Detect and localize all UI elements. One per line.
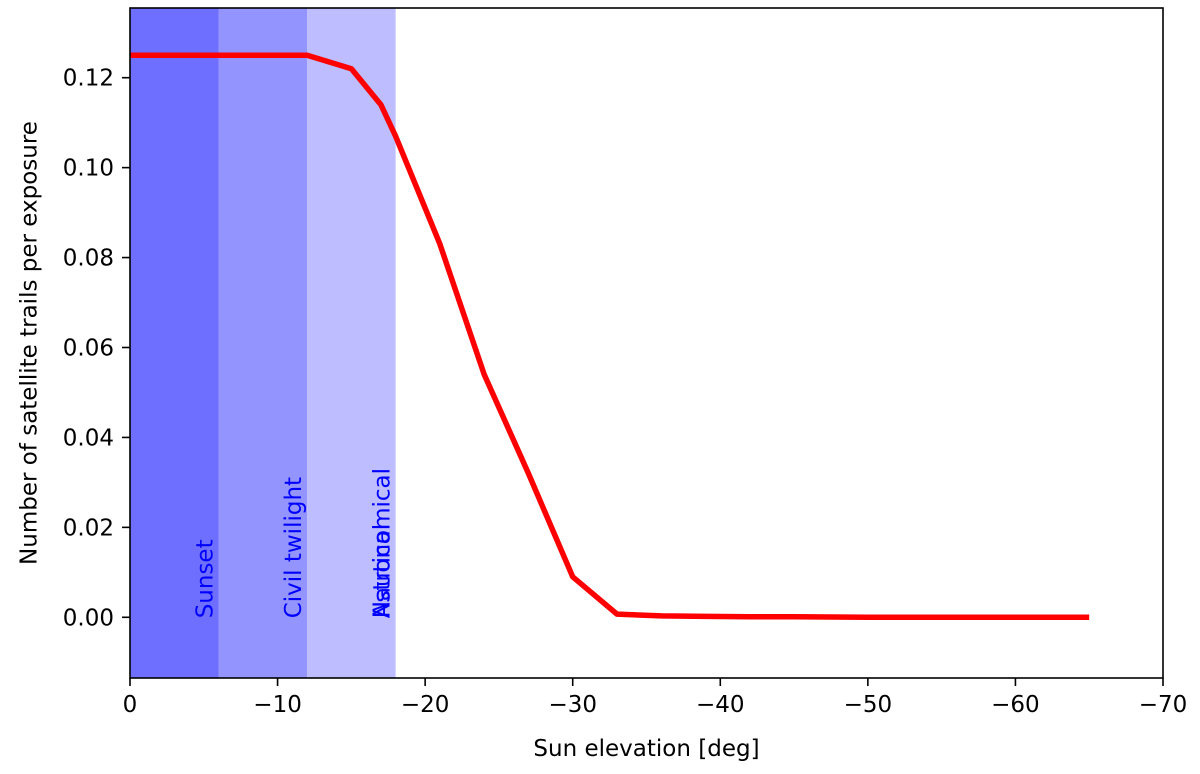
x-tick-label: −10 (253, 692, 302, 718)
y-tick-label: 0.06 (63, 335, 114, 361)
plot-frame (129, 7, 1164, 679)
x-tick-label: −20 (401, 692, 450, 718)
y-axis-label: Number of satellite trails per exposure (17, 121, 43, 565)
y-tick-label: 0.02 (63, 515, 114, 541)
series-line-0 (130, 52, 1090, 621)
band-1 (218, 8, 308, 678)
x-axis-label: Sun elevation [deg] (533, 736, 759, 762)
y-tick-label: 0.00 (63, 605, 114, 631)
x-tick-label: −30 (548, 692, 597, 718)
y-tick-label: 0.04 (63, 425, 114, 451)
y-axis: 0.00 0.02 0.04 0.06 0.08 0.10 0.12 (63, 66, 130, 631)
x-axis: 0 −10 −20 −30 −40 −50 −60 −70 (123, 678, 1188, 718)
x-tick-label: 0 (123, 692, 138, 718)
x-tick-label: −70 (1139, 692, 1188, 718)
y-tick-label: 0.10 (63, 156, 114, 182)
band-label-2: Nautical (370, 524, 396, 618)
x-tick-label: −40 (696, 692, 745, 718)
band-label-0: Sunset (193, 539, 219, 618)
series-layer (130, 52, 1090, 621)
twilight-bands (130, 8, 396, 678)
band-label-1: Civil twilight (281, 477, 307, 618)
y-tick-label: 0.12 (63, 66, 114, 92)
band-0 (130, 8, 219, 678)
band-label-3: Astronomical (370, 468, 396, 618)
band-2 (307, 8, 396, 678)
x-tick-label: −50 (844, 692, 893, 718)
y-tick-label: 0.08 (63, 246, 114, 272)
x-tick-label: −60 (991, 692, 1040, 718)
